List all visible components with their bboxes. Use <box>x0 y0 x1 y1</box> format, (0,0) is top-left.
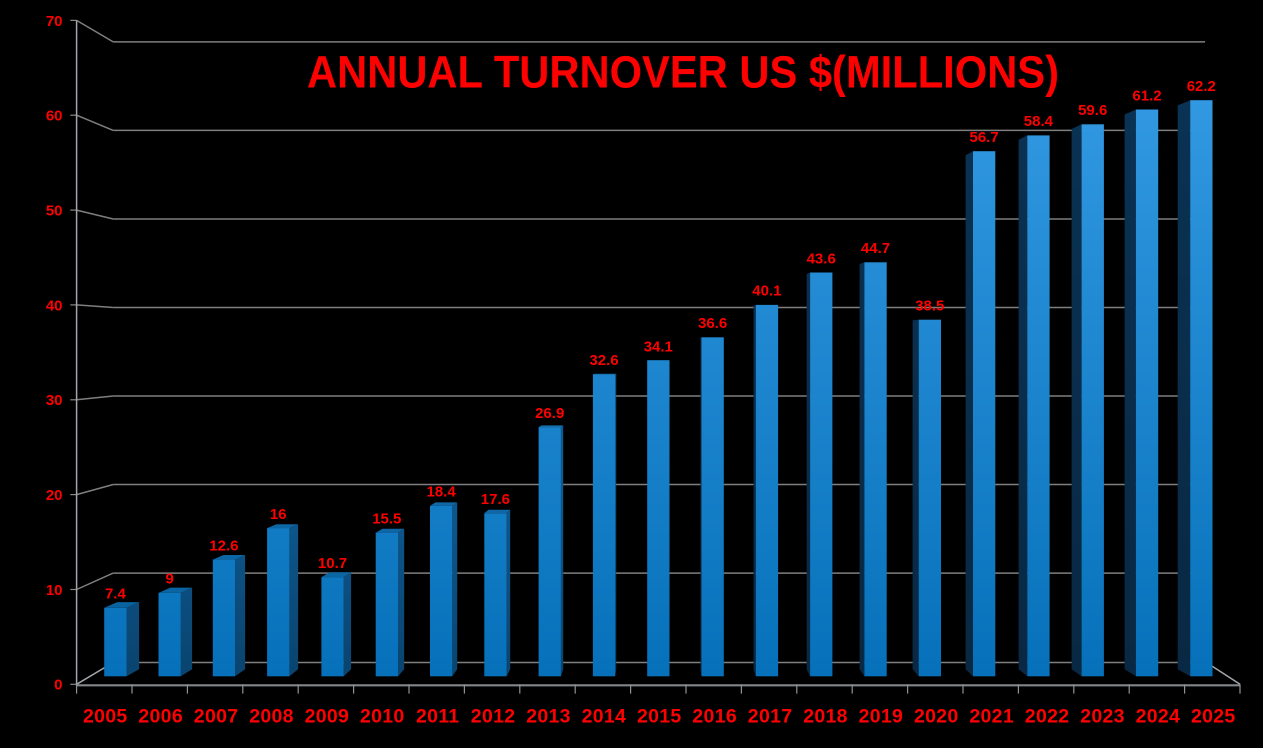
svg-text:17.6: 17.6 <box>481 491 510 508</box>
svg-text:50: 50 <box>46 203 63 220</box>
svg-text:9: 9 <box>166 571 174 588</box>
svg-text:2017: 2017 <box>748 706 793 728</box>
svg-text:2022: 2022 <box>1025 706 1070 728</box>
svg-text:2010: 2010 <box>360 706 405 728</box>
svg-text:0: 0 <box>54 677 62 694</box>
svg-text:2006: 2006 <box>138 706 183 728</box>
svg-text:7.4: 7.4 <box>105 586 127 603</box>
svg-text:2008: 2008 <box>249 706 294 728</box>
svg-text:20: 20 <box>46 487 63 504</box>
svg-text:2014: 2014 <box>582 706 627 728</box>
svg-text:62.2: 62.2 <box>1187 78 1216 95</box>
svg-text:38.5: 38.5 <box>915 298 944 315</box>
svg-text:2016: 2016 <box>692 706 737 728</box>
svg-text:2024: 2024 <box>1136 706 1181 728</box>
svg-text:40: 40 <box>46 297 63 314</box>
svg-text:32.6: 32.6 <box>589 352 618 369</box>
svg-text:44.7: 44.7 <box>861 240 890 257</box>
svg-text:30: 30 <box>46 392 63 409</box>
svg-text:2007: 2007 <box>194 706 239 728</box>
svg-text:2025: 2025 <box>1191 706 1236 728</box>
svg-text:2021: 2021 <box>969 706 1014 728</box>
svg-text:59.6: 59.6 <box>1078 102 1107 119</box>
svg-text:40.1: 40.1 <box>752 283 781 300</box>
svg-text:2009: 2009 <box>305 706 350 728</box>
svg-text:15.5: 15.5 <box>372 511 401 528</box>
svg-text:2018: 2018 <box>803 706 848 728</box>
svg-text:2012: 2012 <box>471 706 516 728</box>
svg-text:56.7: 56.7 <box>969 129 998 146</box>
svg-text:ANNUAL TURNOVER US $(MILLIONS): ANNUAL TURNOVER US $(MILLIONS) <box>307 46 1059 97</box>
svg-text:61.2: 61.2 <box>1132 87 1161 104</box>
svg-text:2023: 2023 <box>1080 706 1125 728</box>
svg-text:2020: 2020 <box>914 706 959 728</box>
svg-text:2019: 2019 <box>859 706 904 728</box>
svg-text:16: 16 <box>270 506 287 523</box>
svg-text:34.1: 34.1 <box>644 338 673 355</box>
svg-text:60: 60 <box>46 108 63 125</box>
svg-text:2015: 2015 <box>637 706 682 728</box>
svg-text:43.6: 43.6 <box>807 250 836 267</box>
svg-text:2005: 2005 <box>83 706 128 728</box>
svg-text:12.6: 12.6 <box>209 537 238 554</box>
svg-text:2013: 2013 <box>526 706 571 728</box>
svg-text:36.6: 36.6 <box>698 315 727 332</box>
svg-text:2011: 2011 <box>416 706 460 728</box>
svg-text:18.4: 18.4 <box>426 484 456 501</box>
svg-text:58.4: 58.4 <box>1024 113 1054 130</box>
svg-text:26.9: 26.9 <box>535 405 564 422</box>
svg-text:70: 70 <box>46 13 63 30</box>
svg-text:10: 10 <box>46 582 63 599</box>
svg-text:10.7: 10.7 <box>318 555 347 572</box>
